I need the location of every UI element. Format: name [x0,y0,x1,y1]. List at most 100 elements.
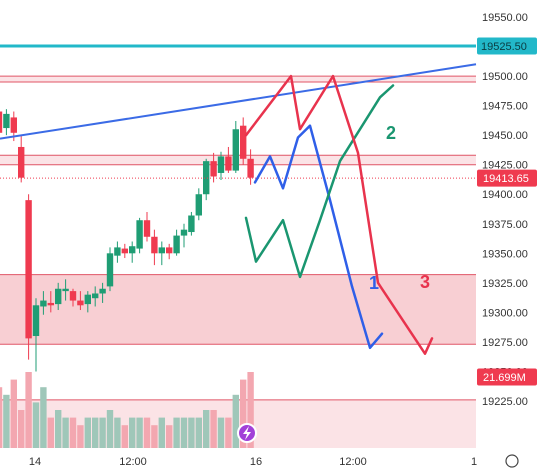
candle-body [106,253,114,287]
candle-body [210,161,217,177]
candle-body [18,146,25,178]
candle-body [136,220,143,249]
volume-bar [240,379,247,448]
volume-bar [32,402,40,448]
volume-bar [158,417,165,448]
volume-bar [225,417,232,448]
resistance-zone [0,76,476,82]
volume-bar [210,410,217,448]
volume-bar [188,417,195,448]
volume-bar [84,417,91,448]
projection-path-1 [253,124,384,350]
price-tick: 19500.00 [482,71,528,83]
price-tick: 19225.00 [482,396,528,408]
volume-bar [195,417,202,448]
volume-bar [92,417,99,448]
volume-bar [166,425,173,448]
candle-body [225,156,232,171]
price-tick: 19475.00 [482,101,528,113]
price-tick: 19450.00 [482,130,528,142]
candle-body [232,129,239,171]
volume-bar [40,387,47,448]
candle-body [0,111,3,133]
volume-bar [0,387,3,448]
candle-body [32,305,40,337]
volume-bar [129,417,136,448]
settings-icon [505,454,519,468]
candle-body [240,125,247,159]
candles-layer [0,109,254,372]
candle-body [121,248,128,254]
candle-body [62,288,69,292]
candle-body [151,236,158,254]
volume-bar [180,417,188,448]
time-tick: 14 [29,456,41,468]
volume-bar [247,372,254,448]
candle-body [247,158,254,178]
candle-body [77,300,84,306]
projections-layer: 1 2 3 [244,74,434,355]
projection-path-2 [244,84,395,279]
volume-layer [0,372,254,448]
volume-badge [477,368,537,386]
candle-body [25,200,32,339]
candle-body [114,247,121,256]
volume-bar [106,410,114,448]
volume-bar [25,372,32,448]
candle-body [10,117,17,133]
projection-label-3: 3 [420,272,430,292]
candle-body [173,235,180,254]
volume-bar [121,425,128,448]
volume-bar [136,417,143,448]
candle-body [217,156,225,173]
volume-bar [99,417,106,448]
candle-body [99,288,106,294]
candle-body [188,215,195,233]
candle-body [129,246,136,254]
candle-body [3,113,10,129]
price-badge [477,169,537,187]
lines-layer [0,44,477,179]
price-tick: 19325.00 [482,278,528,290]
volume-bar [143,417,151,448]
price-badge-label: 19413.65 [483,173,529,185]
candle-body [180,229,188,236]
candle-body [203,161,210,195]
projection-path-3 [244,74,434,355]
volume-bar [217,417,225,448]
time-axis[interactable]: 14 12:00 16 12:00 1 [29,456,477,468]
volume-bar [47,417,54,448]
candle-body [40,300,47,307]
price-tick: 19375.00 [482,219,528,231]
volume-badge-label: 21.699M [483,372,526,384]
candle-body [143,220,151,237]
volume-bar [3,394,10,448]
volume-bar [114,417,121,448]
volume-bar [232,394,239,448]
candle-body [55,288,62,305]
lightning-bolt-glyph [243,426,251,440]
price-tick: 19425.00 [482,160,528,172]
candle-body [47,302,54,306]
time-tick: 16 [250,456,262,468]
volume-bar [55,410,62,448]
trendline [0,63,477,140]
price-tick: 19400.00 [482,189,528,201]
projection-label-1: 1 [369,273,379,293]
price-axis[interactable]: 19550.00 19525.50 19500.00 19475.00 19450.00… [482,12,528,408]
candle-body [92,293,99,299]
candle-body [195,194,202,216]
volume-bar [151,425,158,448]
projection-label-2: 2 [386,123,396,143]
level-badge [477,37,537,55]
volume-bar [10,379,17,448]
volume-bar [18,410,25,448]
demand-zone [0,274,476,345]
candle-body [69,291,77,301]
level-badge-label: 19525.50 [481,41,527,53]
price-tick: 19350.00 [482,248,528,260]
volume-bar [173,417,180,448]
price-tick: 19300.00 [482,307,528,319]
time-tick: 12:00 [119,456,147,468]
